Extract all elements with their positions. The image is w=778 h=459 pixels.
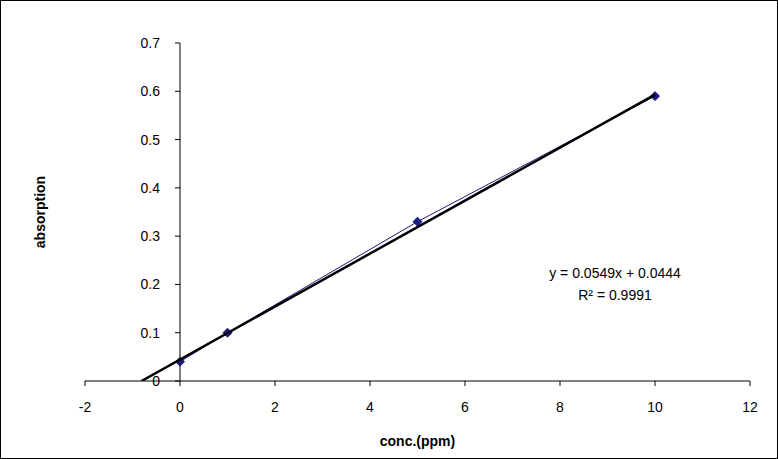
y-axis-title: absorption xyxy=(32,176,48,248)
y-tick-label: 0.7 xyxy=(141,35,161,51)
y-tick-label: 0.1 xyxy=(141,325,161,341)
chart-frame xyxy=(1,1,778,459)
x-tick xyxy=(370,381,371,386)
series-line xyxy=(142,95,655,381)
chart: -202468101200.10.20.30.40.50.60.7conc.(p… xyxy=(0,0,778,459)
x-tick-label: 12 xyxy=(742,399,758,415)
annotation: R² = 0.9991 xyxy=(578,287,652,303)
y-tick-label: 0.5 xyxy=(141,132,161,148)
x-tick xyxy=(750,381,751,386)
series-line xyxy=(180,96,655,362)
y-tick xyxy=(175,284,180,285)
y-tick xyxy=(175,43,180,44)
x-tick-label: 0 xyxy=(176,399,184,415)
y-tick xyxy=(175,381,180,382)
plot-area xyxy=(142,92,660,381)
x-tick-label: -2 xyxy=(79,399,92,415)
y-tick xyxy=(175,236,180,237)
x-tick xyxy=(180,381,181,386)
y-axis xyxy=(180,43,181,381)
x-tick-label: 2 xyxy=(271,399,279,415)
y-tick xyxy=(175,91,180,92)
x-tick-label: 8 xyxy=(556,399,564,415)
y-tick xyxy=(175,139,180,140)
x-tick-label: 10 xyxy=(647,399,663,415)
x-tick-label: 4 xyxy=(366,399,374,415)
x-tick xyxy=(465,381,466,386)
y-tick-label: 0.4 xyxy=(141,180,161,196)
x-tick xyxy=(655,381,656,386)
x-tick xyxy=(85,381,86,386)
x-tick xyxy=(275,381,276,386)
x-axis-title: conc.(ppm) xyxy=(380,433,455,449)
y-tick xyxy=(175,187,180,188)
x-tick-label: 6 xyxy=(461,399,469,415)
annotation: y = 0.0549x + 0.0444 xyxy=(549,265,681,281)
y-tick xyxy=(175,332,180,333)
x-tick xyxy=(560,381,561,386)
x-axis xyxy=(85,381,750,382)
y-tick-label: 0.6 xyxy=(141,83,161,99)
y-tick-label: 0.2 xyxy=(141,276,161,292)
y-tick-label: 0.3 xyxy=(141,228,161,244)
